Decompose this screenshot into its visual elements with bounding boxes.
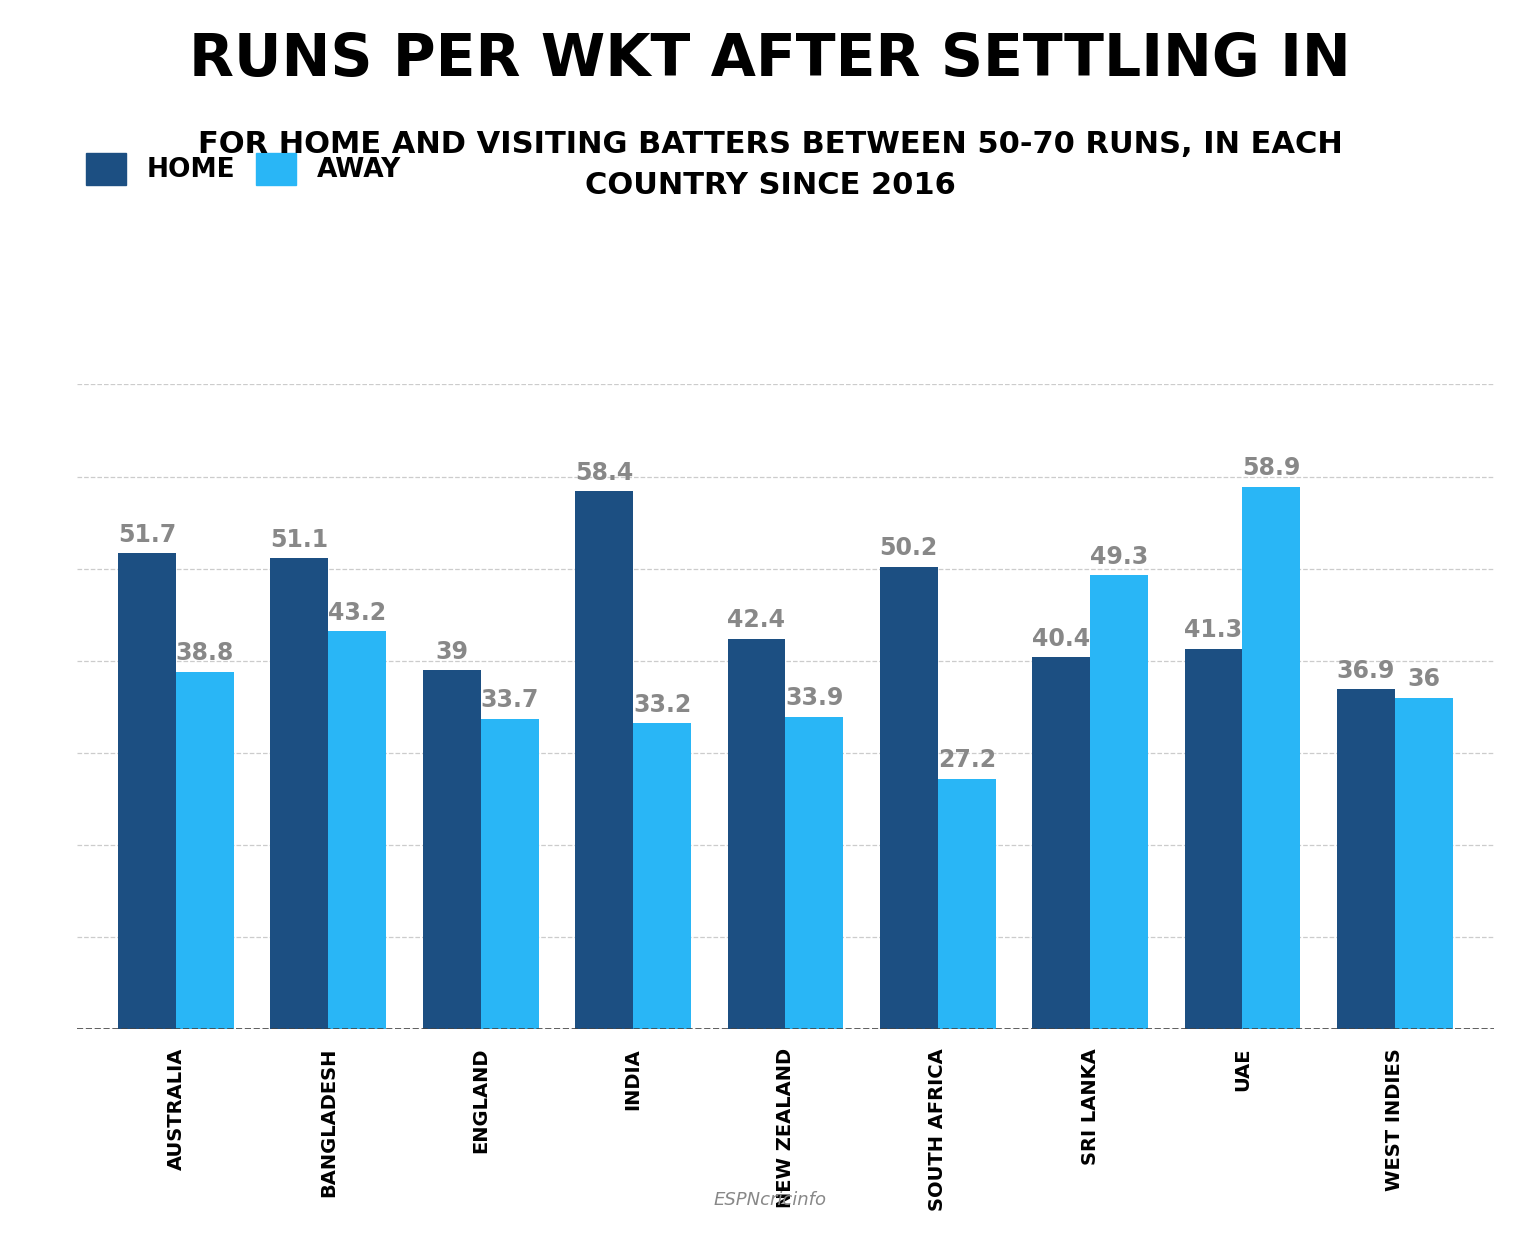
Bar [938,779,996,1029]
Text: 36: 36 [1408,667,1440,691]
Bar [785,717,844,1029]
Bar [119,553,176,1029]
Text: FOR HOME AND VISITING BATTERS BETWEEN 50-70 RUNS, IN EACH
COUNTRY SINCE 2016: FOR HOME AND VISITING BATTERS BETWEEN 50… [197,130,1343,200]
Bar [633,723,691,1029]
Text: 41.3: 41.3 [1184,619,1243,642]
Text: 33.7: 33.7 [480,688,539,712]
Bar [1337,689,1395,1029]
Text: 33.2: 33.2 [633,693,691,717]
Bar [1184,649,1243,1029]
Text: 39: 39 [436,640,468,663]
Bar [727,639,785,1029]
Text: 58.4: 58.4 [574,461,633,485]
Text: 51.7: 51.7 [119,522,176,547]
Legend: HOME, AWAY: HOME, AWAY [86,153,402,185]
Bar [271,558,328,1029]
Bar [424,670,480,1029]
Bar [879,567,938,1029]
Bar [574,491,633,1029]
Text: 51.1: 51.1 [271,528,328,552]
Text: 40.4: 40.4 [1032,626,1090,651]
Bar [1090,575,1147,1029]
Text: 50.2: 50.2 [879,537,938,560]
Bar [1032,657,1090,1029]
Text: RUNS PER WKT AFTER SETTLING IN: RUNS PER WKT AFTER SETTLING IN [189,31,1351,88]
Text: 58.9: 58.9 [1243,456,1301,480]
Bar [480,719,539,1029]
Text: 38.8: 38.8 [176,641,234,666]
Text: 36.9: 36.9 [1337,658,1395,683]
Bar [1243,486,1300,1029]
Bar [176,672,234,1029]
Text: 33.9: 33.9 [785,687,844,711]
Bar [328,631,387,1029]
Text: 43.2: 43.2 [328,601,387,625]
Bar [1395,698,1452,1029]
Text: ESPNcricinfo: ESPNcricinfo [713,1190,827,1209]
Text: 42.4: 42.4 [727,608,785,632]
Text: 49.3: 49.3 [1090,544,1149,569]
Text: 27.2: 27.2 [938,748,996,773]
